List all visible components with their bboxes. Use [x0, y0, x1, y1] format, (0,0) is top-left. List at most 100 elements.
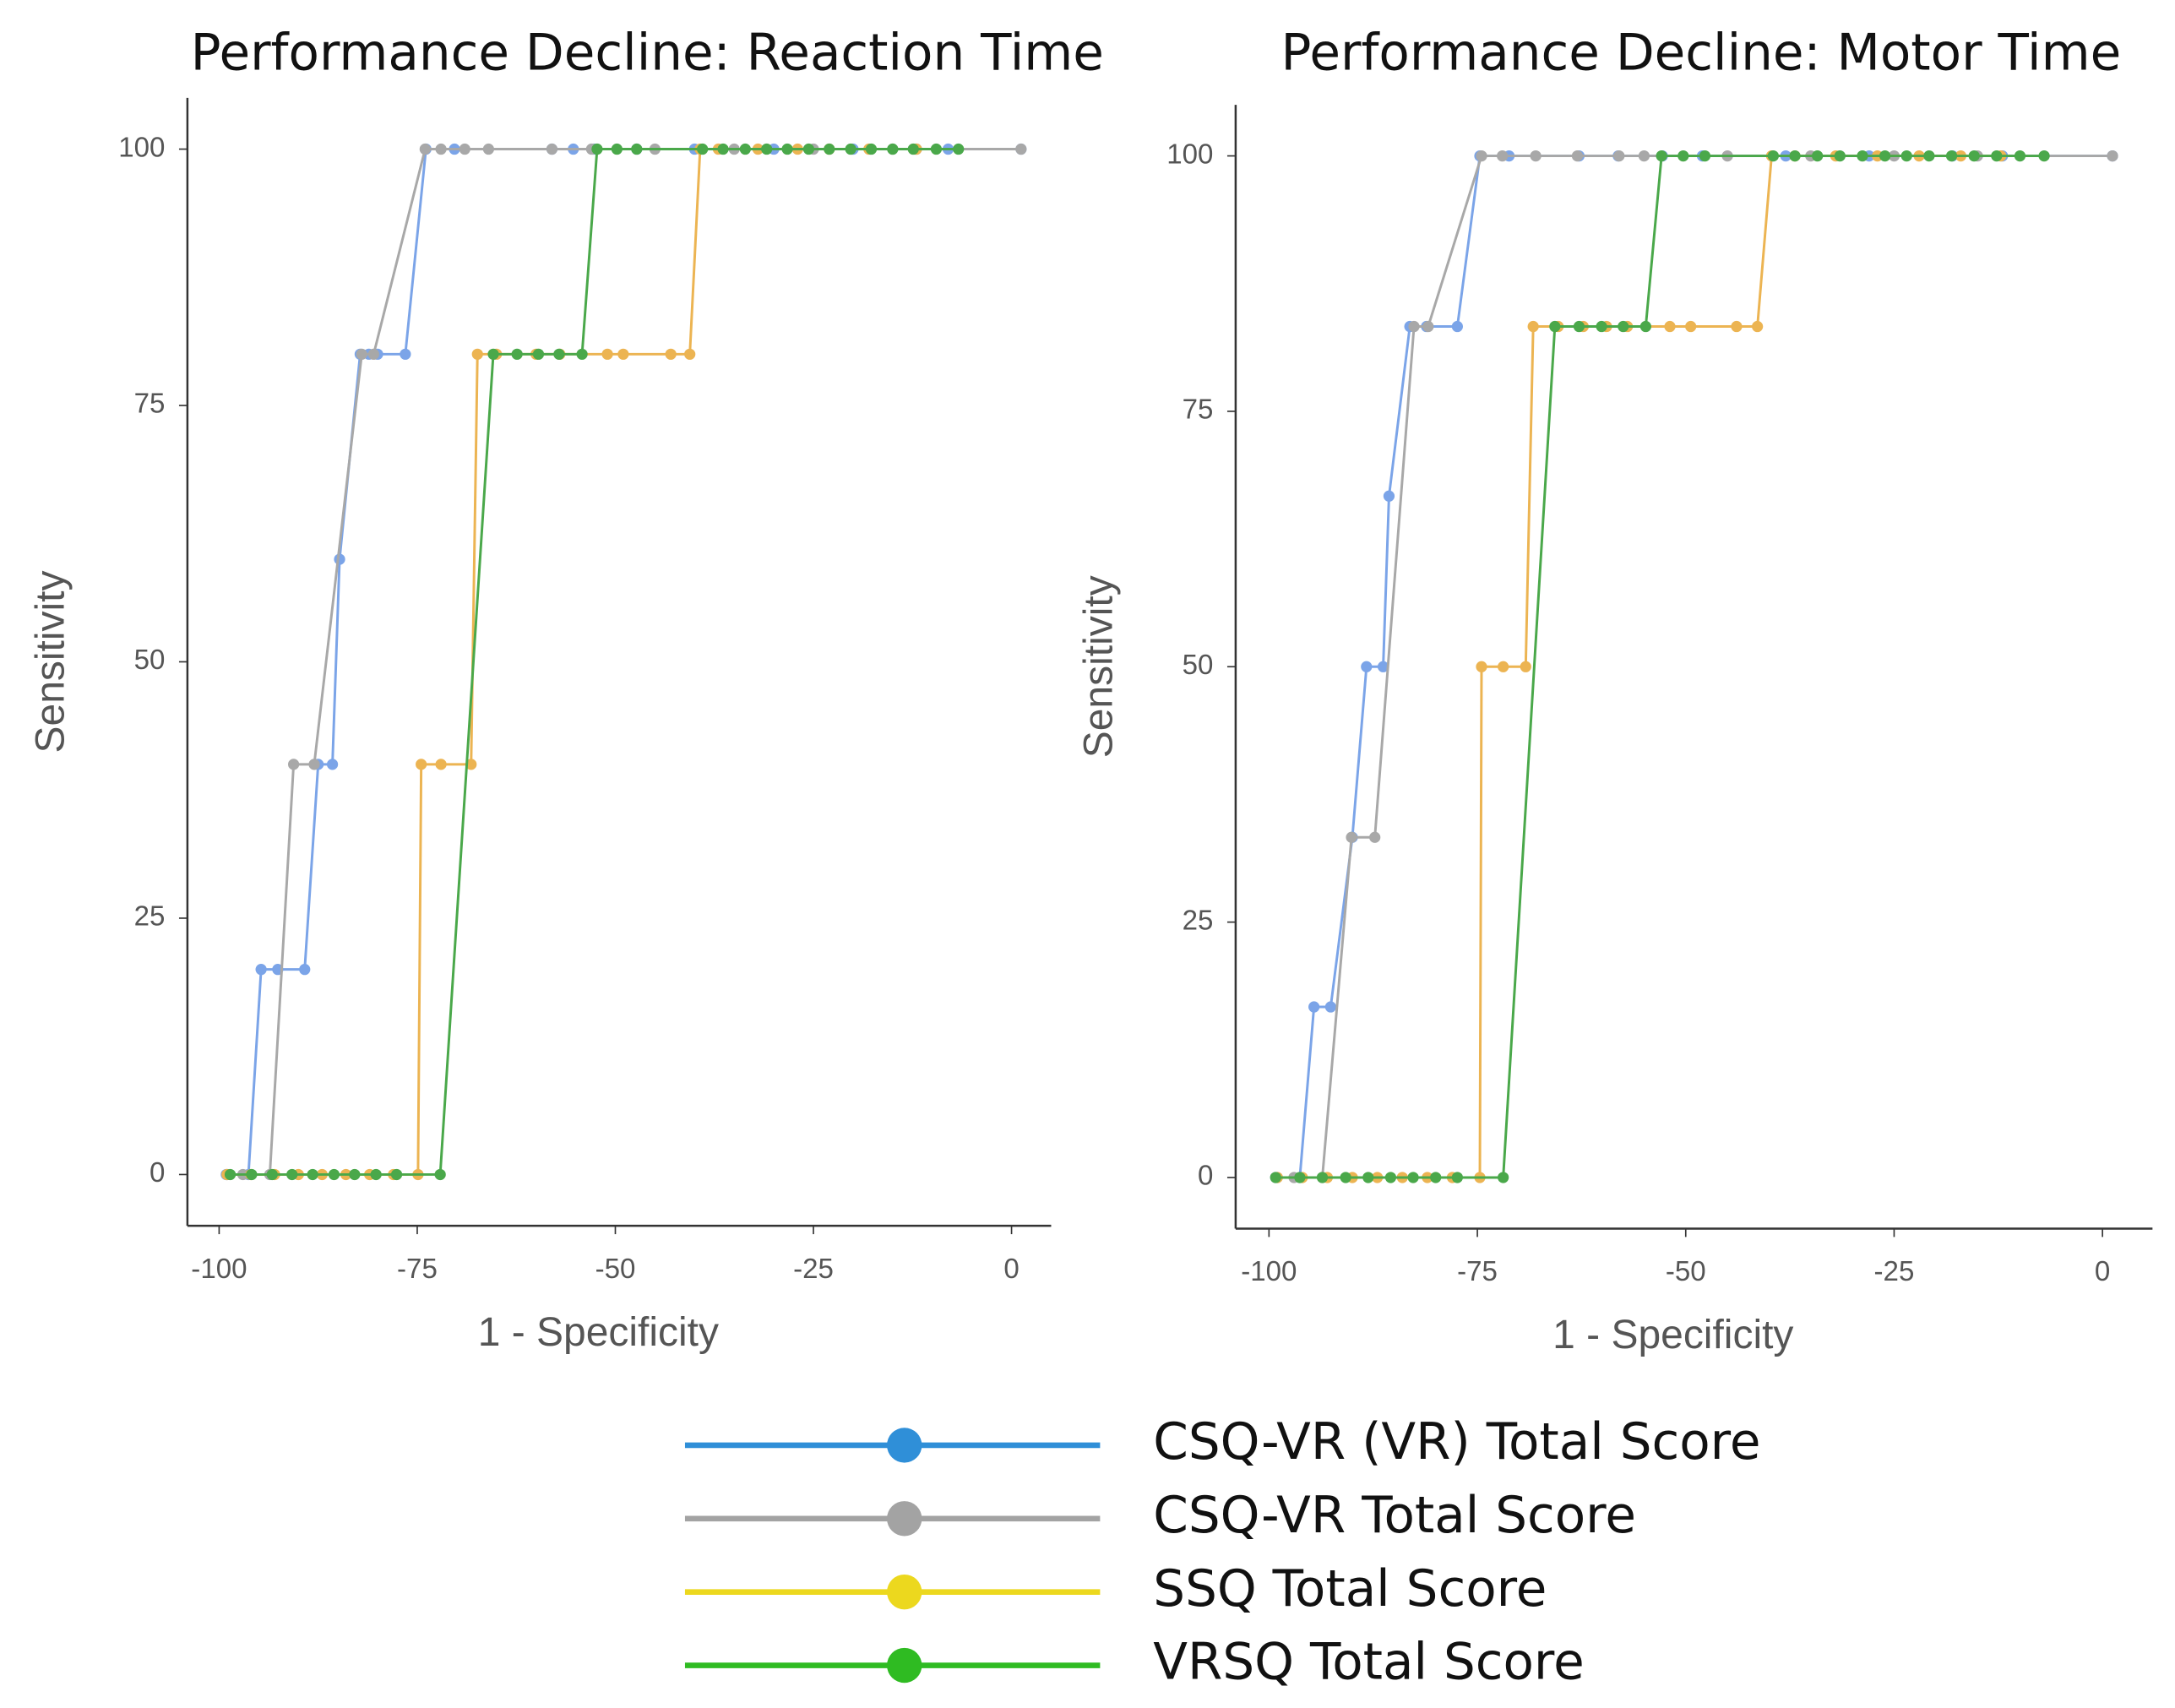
point	[1699, 150, 1711, 162]
point	[1497, 150, 1509, 162]
point	[1923, 150, 1935, 162]
point	[471, 348, 483, 360]
point	[286, 1168, 298, 1181]
point	[1549, 320, 1561, 333]
point	[1812, 150, 1824, 162]
series-line	[230, 148, 959, 1176]
point	[781, 143, 793, 155]
legend-label: SSQ Total Score	[1153, 1560, 1547, 1618]
point	[697, 143, 709, 155]
point	[1685, 320, 1697, 333]
point	[400, 348, 411, 360]
x-tick-label: 0	[1003, 1254, 1019, 1285]
point	[665, 348, 677, 360]
point	[611, 143, 623, 155]
point	[1664, 320, 1676, 333]
point	[717, 143, 729, 155]
point	[1346, 831, 1357, 843]
point	[1639, 320, 1652, 333]
point	[255, 964, 267, 976]
legend-marker	[887, 1647, 922, 1684]
point	[435, 143, 447, 155]
y-tick-label: 50	[134, 645, 166, 676]
point	[246, 1168, 258, 1181]
point	[546, 143, 558, 155]
y-axis-label: Sensitivity	[1077, 575, 1122, 758]
point	[1857, 150, 1868, 162]
point	[2014, 150, 2026, 162]
point	[1362, 1172, 1374, 1183]
point	[953, 143, 965, 155]
point	[1573, 320, 1585, 333]
point	[2038, 150, 2050, 162]
point	[1476, 150, 1487, 162]
point	[907, 143, 919, 155]
x-tick-label: -50	[595, 1254, 636, 1285]
point	[1527, 320, 1539, 333]
point	[1015, 143, 1027, 155]
point	[553, 348, 565, 360]
point	[1834, 150, 1846, 162]
x-tick-label: -50	[1666, 1256, 1706, 1287]
plot: Performance Decline: Reaction Time -100 -7…	[29, 24, 1104, 1355]
point	[1789, 150, 1801, 162]
point	[1294, 1172, 1306, 1183]
series-line	[1277, 155, 2112, 1179]
point	[824, 143, 835, 155]
series-line	[226, 148, 1021, 1176]
point	[1991, 150, 2003, 162]
point	[487, 348, 499, 360]
point	[307, 1168, 318, 1181]
point	[930, 143, 943, 155]
point	[739, 143, 751, 155]
point	[1451, 320, 1463, 333]
point	[1968, 150, 1980, 162]
x-tick-label: -25	[793, 1254, 834, 1285]
y-tick-label: 25	[1183, 905, 1214, 936]
legend-marker	[887, 1501, 922, 1537]
point	[1498, 1172, 1509, 1183]
point	[591, 143, 603, 155]
series-line	[226, 148, 1021, 1176]
point	[390, 1168, 403, 1181]
chart-title: Performance Decline: Reaction Time	[191, 24, 1104, 82]
plot: Performance Decline: Motor Time -100 -75 -5…	[1077, 24, 2153, 1357]
point	[416, 759, 427, 770]
legend-marker	[887, 1428, 922, 1463]
point	[1498, 661, 1509, 672]
legend-label: VRSQ Total Score	[1153, 1634, 1584, 1692]
point	[865, 143, 878, 155]
x-tick-label: -25	[1874, 1256, 1915, 1287]
point	[224, 1168, 237, 1181]
point	[1430, 1172, 1442, 1183]
point	[1596, 320, 1607, 333]
point	[370, 1168, 382, 1181]
x-tick-label: -100	[1241, 1256, 1297, 1287]
point	[482, 143, 495, 155]
y-tick-label: 50	[1183, 650, 1214, 681]
point	[1451, 1172, 1463, 1183]
x-axis-label: 1 - Specificity	[478, 1310, 719, 1355]
point	[1316, 1172, 1329, 1183]
point	[326, 759, 339, 770]
point	[419, 143, 431, 155]
point	[631, 143, 643, 155]
point	[601, 348, 613, 360]
point	[1476, 661, 1487, 672]
point	[1422, 320, 1434, 333]
point	[1361, 661, 1373, 672]
point	[684, 348, 696, 360]
y-tick-label: 100	[1166, 139, 1213, 170]
x-tick-label: -75	[397, 1254, 438, 1285]
point	[1656, 150, 1667, 162]
point	[465, 759, 477, 770]
legend-label: CSQ-VR Total Score	[1153, 1487, 1636, 1545]
point	[1731, 320, 1743, 333]
point	[287, 759, 300, 770]
point	[1308, 1001, 1320, 1013]
point	[299, 964, 311, 976]
point	[1879, 150, 1891, 162]
point	[511, 348, 523, 360]
